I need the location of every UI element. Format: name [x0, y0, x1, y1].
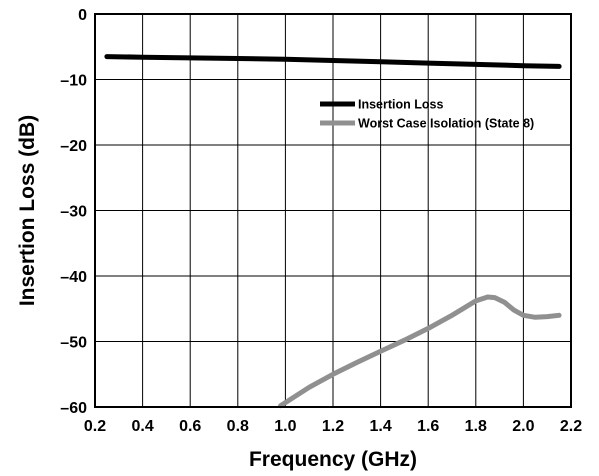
y-tick-label: –20	[60, 138, 87, 155]
series-layer	[104, 54, 562, 409]
x-tick-label: 1.2	[322, 418, 344, 435]
x-axis-title: Frequency (GHz)	[249, 448, 417, 471]
y-tick-label: –40	[60, 269, 87, 286]
grid	[94, 13, 572, 408]
x-tick-label: 1.6	[417, 418, 439, 435]
x-tick-label: 1.4	[369, 418, 391, 435]
x-tick-label: 0.2	[84, 418, 106, 435]
legend-label: Insertion Loss	[358, 98, 443, 112]
y-axis-title: Insertion Loss (dB)	[16, 115, 39, 306]
y-tick-label: 0	[78, 7, 87, 24]
x-tick-label: 0.4	[131, 418, 153, 435]
x-tick-label: 2.0	[512, 418, 534, 435]
y-tick-label: –60	[60, 400, 87, 417]
x-tick-label: 1.8	[465, 418, 487, 435]
series-line-2	[278, 294, 562, 409]
y-tick-label: –30	[60, 204, 87, 221]
x-tick-label: 0.8	[227, 418, 249, 435]
x-tick-label: 0.6	[179, 418, 201, 435]
plot-frame	[94, 13, 572, 408]
legend: Insertion Loss Worst Case Isolation (Stat…	[320, 98, 534, 131]
y-tick-label: –10	[60, 73, 87, 90]
x-tick-label: 1.0	[274, 418, 296, 435]
x-tick-label: 2.2	[560, 418, 582, 435]
legend-label: Worst Case Isolation (State 8)	[358, 117, 534, 131]
tick-labels: 0.2 0.4 0.6 0.8 1.0 1.2 1.4 1.6 1.8 2.0 2.2 0 –10 –20…	[60, 7, 582, 435]
y-tick-label: –50	[60, 335, 87, 352]
series-line-1	[104, 54, 562, 69]
